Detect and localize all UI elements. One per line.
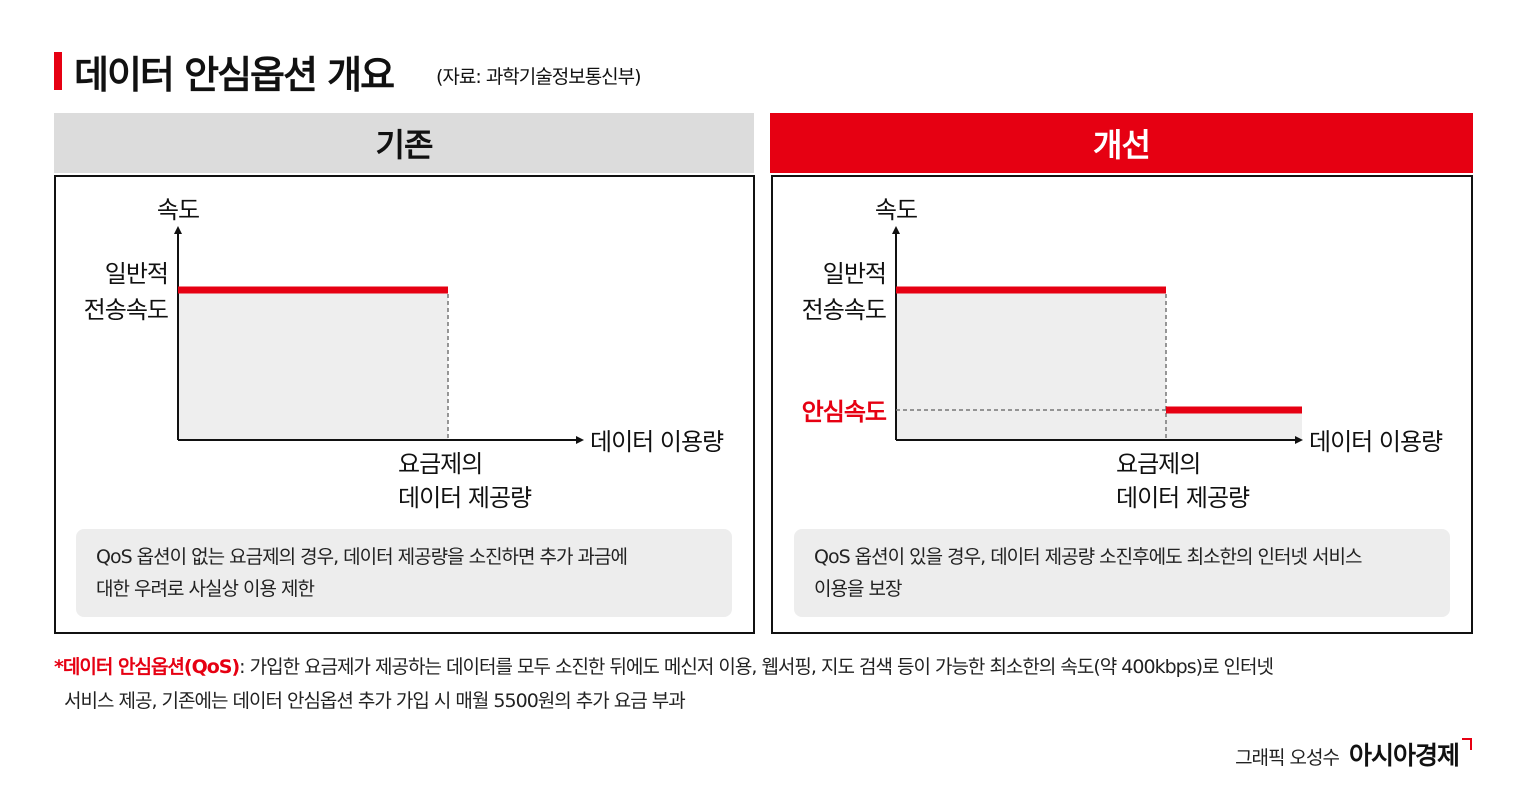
page-title: 데이터 안심옵션 개요 (74, 53, 395, 97)
panel-header-old: 기존 (54, 113, 754, 173)
threshold-label-old-1: 요금제의 (398, 450, 482, 478)
note-new-line-1: QoS 옵션이 있을 경우, 데이터 제공량 소진후에도 최소한의 인터넷 서비… (814, 546, 1362, 568)
graphic-credit: 그래픽 오성수 (1235, 747, 1340, 769)
note-old-line-1: QoS 옵션이 없는 요금제의 경우, 데이터 제공량을 소진하면 추가 과금에 (96, 546, 628, 568)
threshold-label-old-2: 데이터 제공량 (398, 484, 532, 512)
footnote-line-2: 서비스 제공, 기존에는 데이터 안심옵션 추가 가입 시 매월 5500원의 … (64, 690, 686, 712)
diagram-old: 속도 일반적 전송속도 데이터 이용량 요금제의 데이터 제공량 (84, 196, 725, 512)
footnote: *데이터 안심옵션(QoS): 가입한 요금제가 제공하는 데이터를 모두 소진… (54, 650, 1474, 718)
note-box-new: QoS 옵션이 있을 경우, 데이터 제공량 소진후에도 최소한의 인터넷 서비… (794, 529, 1450, 617)
note-box-old: QoS 옵션이 없는 요금제의 경우, 데이터 제공량을 소진하면 추가 과금에… (76, 529, 732, 617)
panel-header-new: 개선 (770, 113, 1473, 173)
diagram-new: 속도 일반적 전송속도 안심속도 데이터 이용량 요금제의 데이터 제공량 (802, 196, 1444, 512)
x-axis-label-new: 데이터 이용량 (1309, 428, 1443, 456)
x-axis-label-old: 데이터 이용량 (590, 428, 724, 456)
publisher-logo: 아시아경제 (1349, 736, 1472, 772)
title-accent-bar (54, 52, 62, 90)
credit: 그래픽 오성수 아시아경제 (1235, 736, 1472, 772)
y-axis-label-new: 속도 (875, 196, 917, 224)
publisher-logo-text: 아시아경제 (1348, 741, 1460, 770)
speed-area-new-normal (896, 290, 1166, 440)
panel-new (771, 175, 1473, 634)
footnote-term: *데이터 안심옵션(QoS) (54, 656, 240, 678)
speed-label-old-1: 일반적 (105, 260, 168, 288)
note-new-line-2: 이용을 보장 (814, 578, 902, 600)
y-axis-label-old: 속도 (157, 196, 199, 224)
note-old-line-2: 대한 우려로 사실상 이용 제한 (96, 578, 315, 600)
source-note: (자료: 과학기술정보통신부) (436, 66, 642, 88)
speed-area-old (178, 290, 448, 440)
speed-label-old-2: 전송속도 (84, 296, 168, 324)
threshold-label-new-2: 데이터 제공량 (1116, 484, 1250, 512)
logo-mark-icon (1462, 738, 1472, 750)
speed-area-new-safe (1166, 410, 1302, 440)
safe-speed-label: 안심속도 (802, 398, 887, 426)
footnote-line-1: : 가입한 요금제가 제공하는 데이터를 모두 소진한 뒤에도 메신저 이용, … (239, 656, 1274, 678)
speed-label-new-1: 일반적 (823, 260, 886, 288)
panel-old (54, 175, 755, 634)
threshold-label-new-1: 요금제의 (1116, 450, 1200, 478)
speed-label-new-2: 전송속도 (802, 296, 886, 324)
